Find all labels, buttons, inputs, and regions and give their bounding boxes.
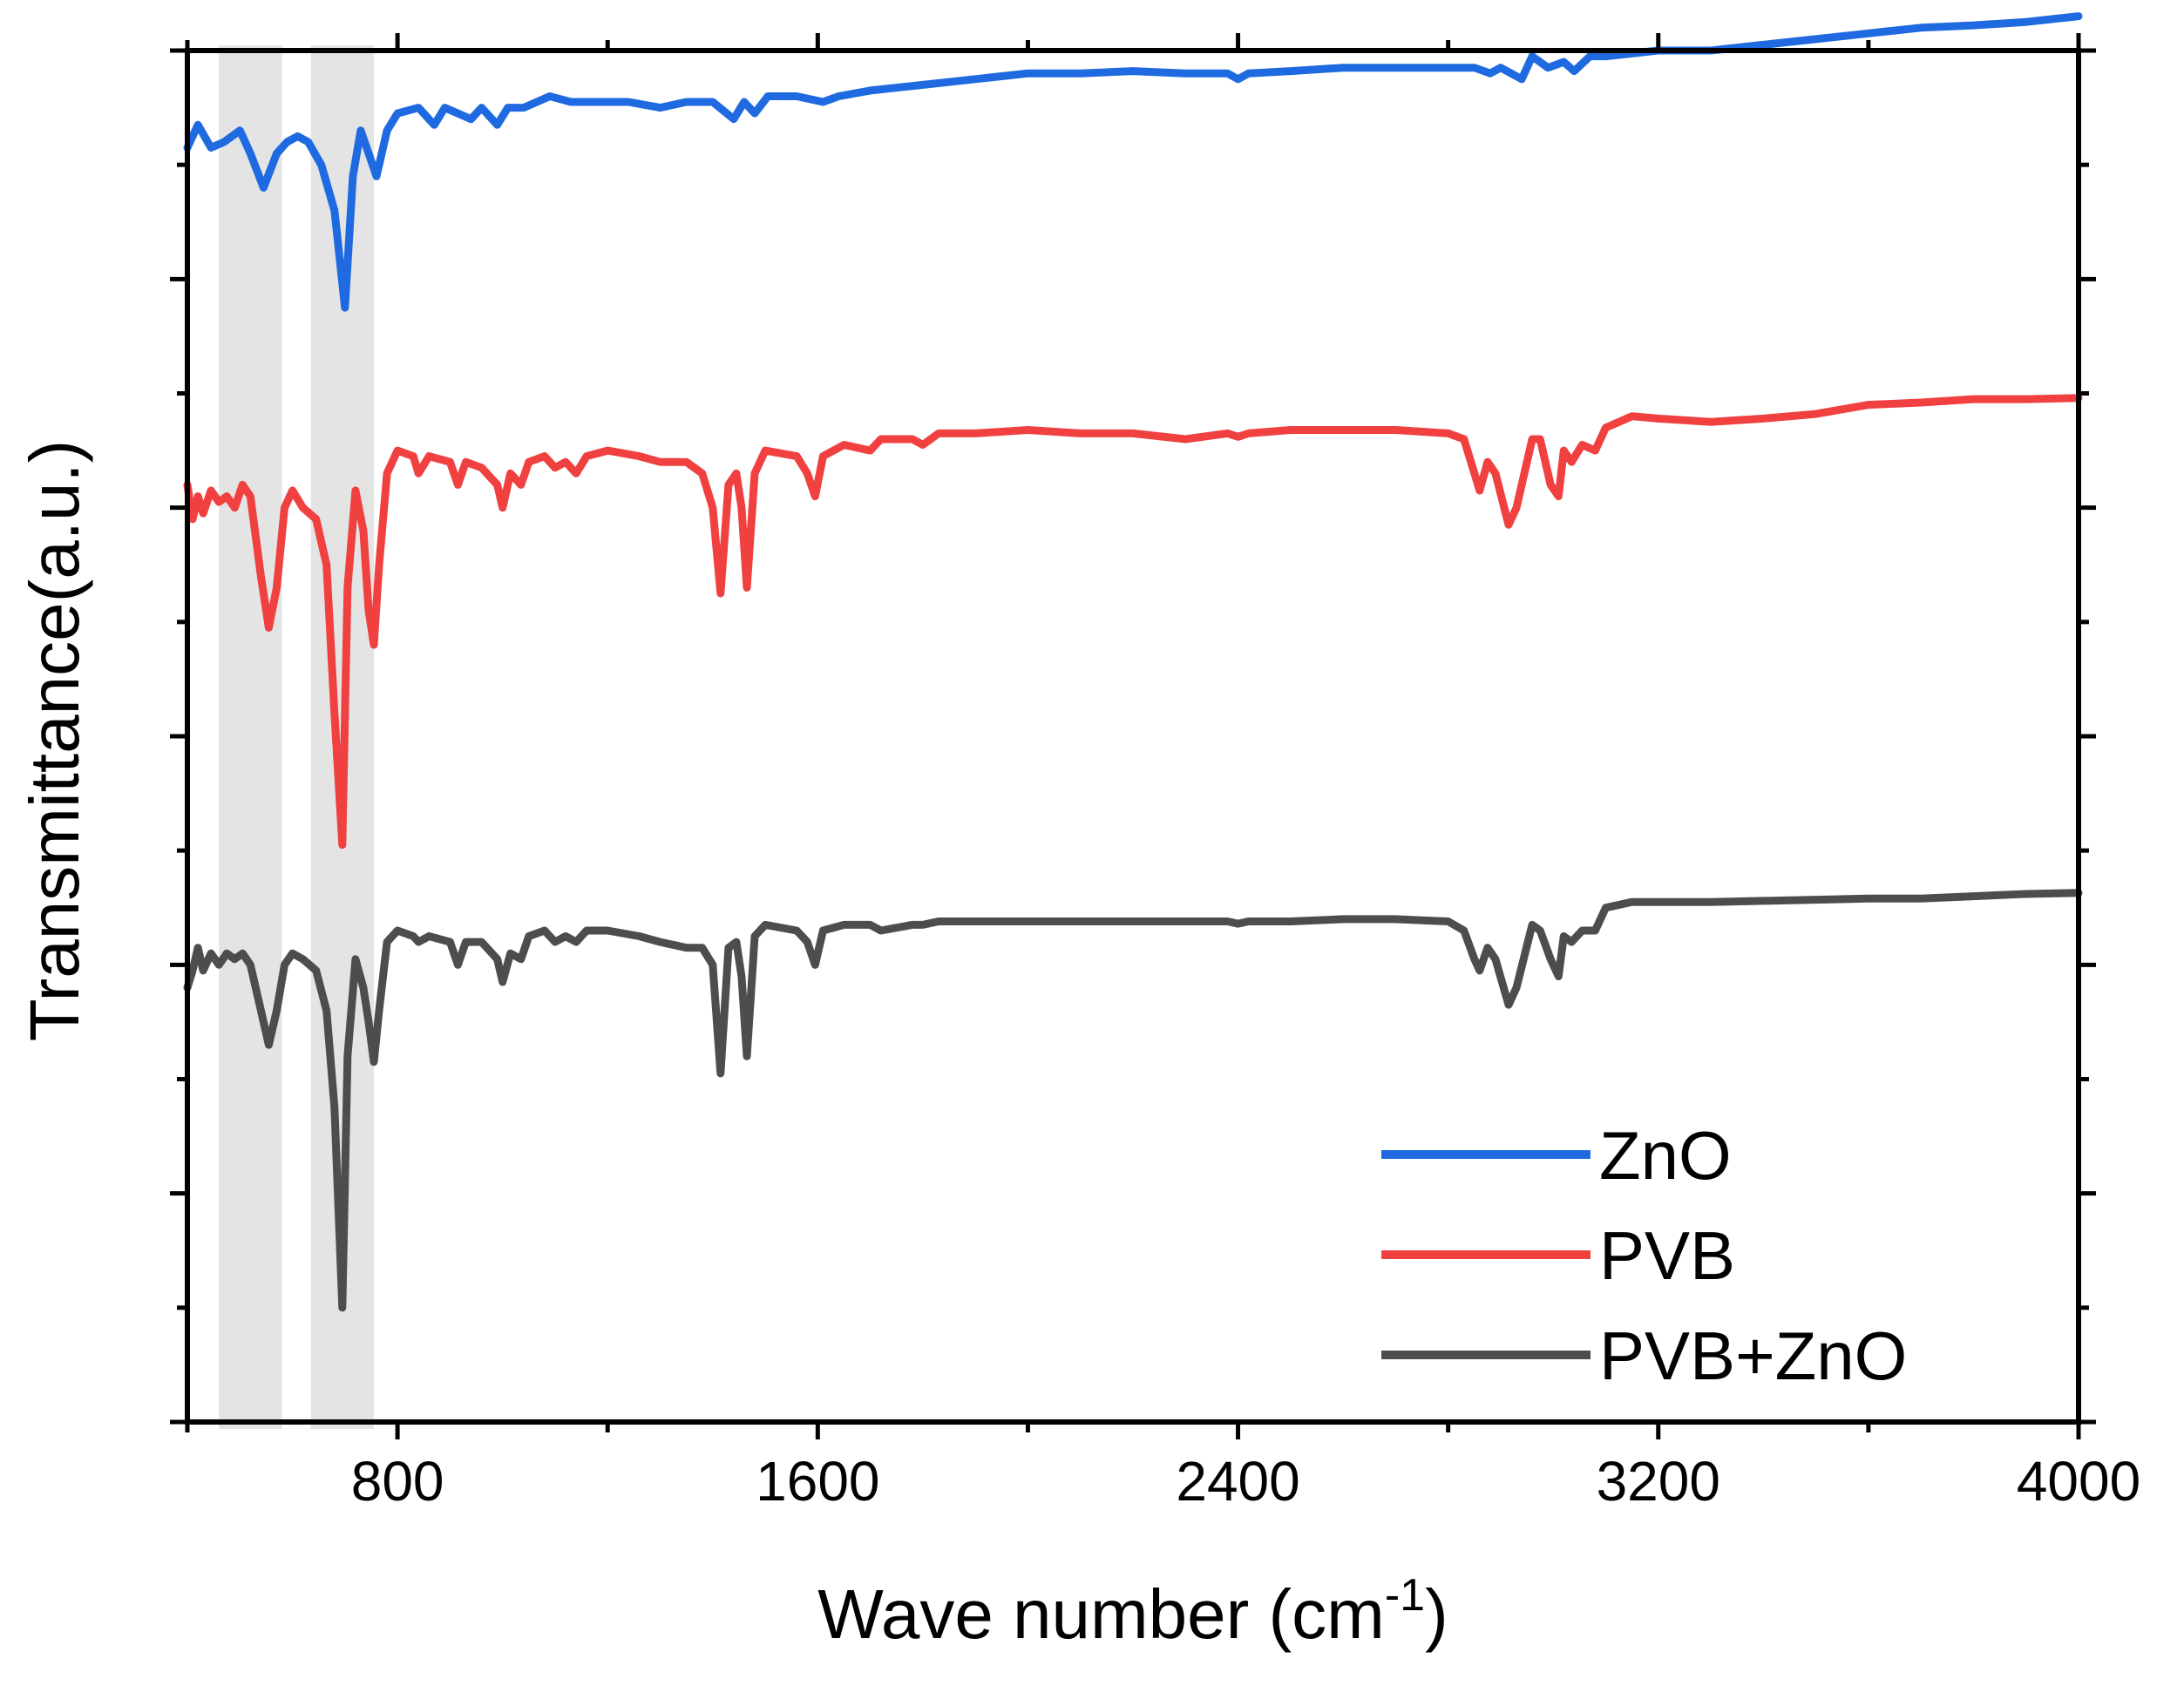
series-line-pvb-zno (183, 889, 2083, 1312)
series-line-pvb (183, 394, 2083, 850)
x-tick-label: 1600 (756, 1450, 879, 1513)
x-tick-label: 3200 (1597, 1450, 1720, 1513)
x-tick-label: 800 (351, 1450, 444, 1513)
highlight-band-1 (219, 45, 282, 1429)
series-group (183, 12, 2083, 1312)
legend-label: ZnO (1599, 1117, 1732, 1194)
legend-label: PVB+ZnO (1599, 1317, 1907, 1394)
legend: ZnO PVB PVB+ZnO (1381, 1117, 1907, 1394)
x-axis-title: Wave number (cm-1) (817, 1570, 1448, 1653)
x-tick-label: 2400 (1176, 1450, 1299, 1513)
y-axis-title: Transmittance(a.u.) (16, 440, 93, 1042)
x-tick-labels: 800 1600 2400 3200 4000 (351, 1450, 2140, 1513)
plot-frame (185, 48, 2081, 1425)
x-axis-title-main: Wave number (cm (817, 1575, 1385, 1653)
legend-label: PVB (1599, 1217, 1735, 1294)
x-tick-label: 4000 (2017, 1450, 2140, 1513)
x-axis-title-sup: -1 (1385, 1570, 1425, 1621)
axes (185, 48, 2081, 1425)
series-line-zno (183, 12, 2083, 312)
tick-marks (170, 33, 2096, 1439)
x-axis-title-close: ) (1425, 1575, 1448, 1653)
